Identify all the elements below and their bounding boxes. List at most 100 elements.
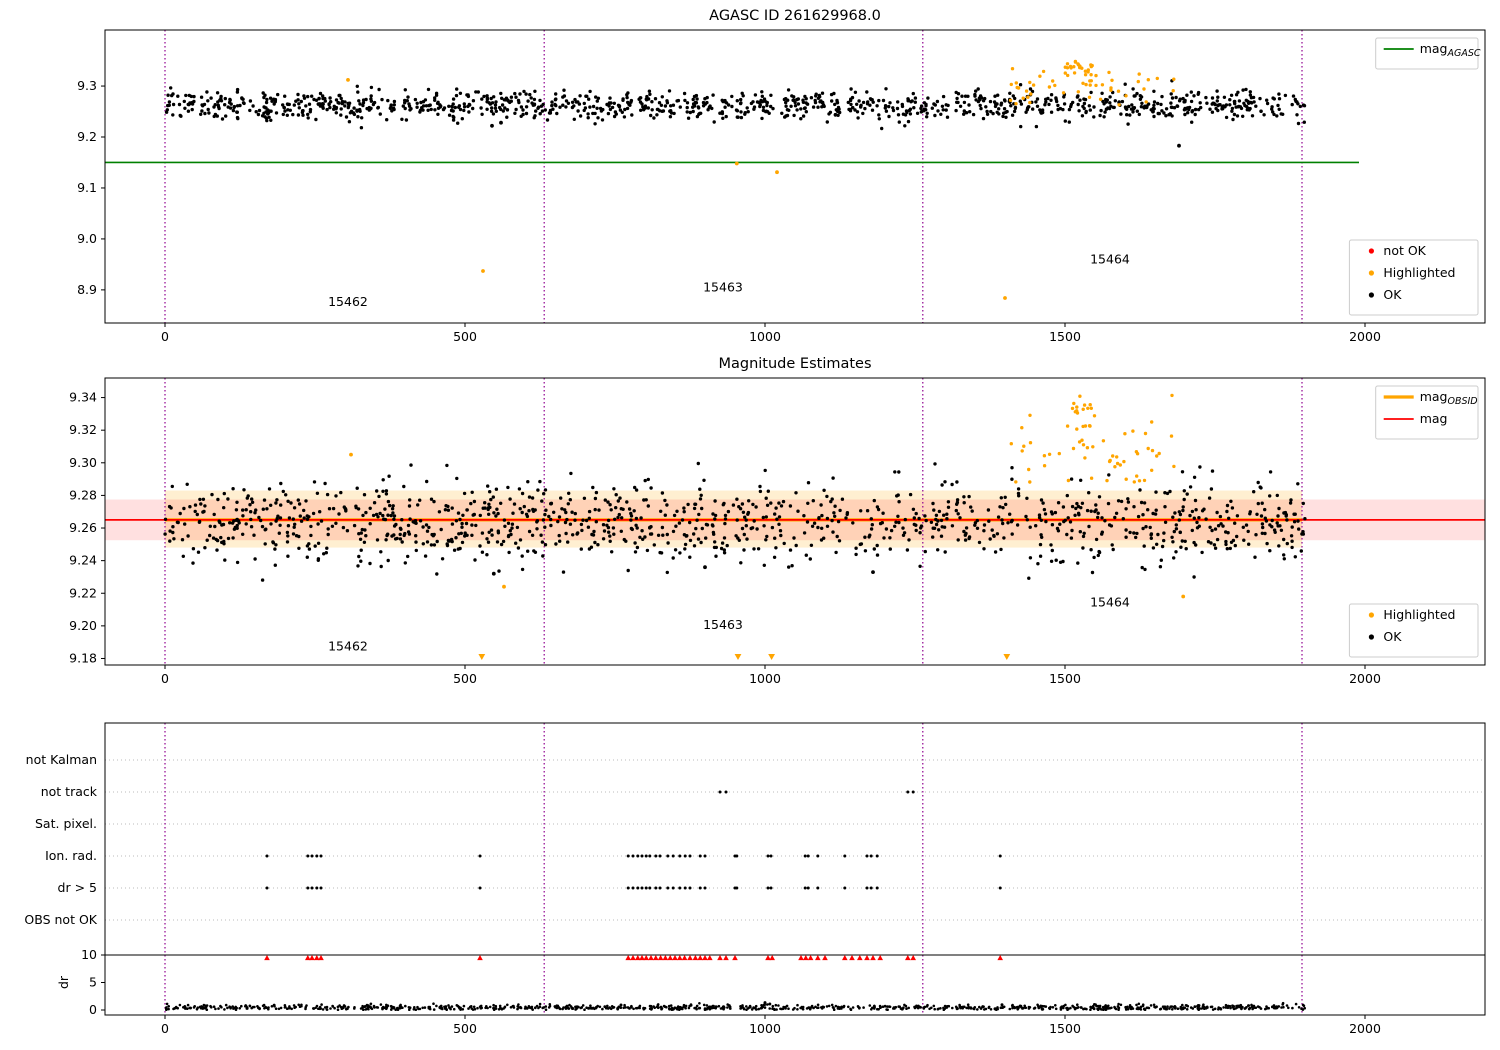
dr-clipped-marker [870,954,876,961]
legend-plot-magnitude-estimates-bottom: Highlighted OK [1348,603,1479,658]
legend-label: magOBSID [1420,389,1478,407]
legend-label: magAGASC [1420,41,1481,59]
plot-title: AGASC ID 261629968.0 [709,8,881,24]
x-tick-label: 0 [161,671,169,686]
x-tick-label: 2000 [1349,329,1381,344]
dr-tick-label: 0 [89,1002,97,1017]
flag-point [703,886,707,890]
flag-point [869,854,873,858]
flag-point [906,790,910,794]
flag-point [631,854,635,858]
dr-clipped-marker [815,954,821,961]
dr-clipped-marker [662,954,669,961]
y-tick-label: 9.2 [77,129,97,144]
y-tick-label: 8.9 [77,282,97,297]
dr-clipped-marker [723,954,729,961]
dr-clipped-marker [997,954,1003,961]
flag-point [315,886,319,890]
x-tick-label: 1500 [1049,329,1081,344]
flag-point [806,886,810,890]
flag-point [319,886,323,890]
dr-clipped-marker [630,954,636,961]
dr-spike-point [619,1003,623,1007]
flag-point [306,854,310,858]
flag-point [644,886,648,890]
flag-point [998,854,1002,858]
dr-clipped-marker [765,954,771,961]
y-tick-label: 9.1 [77,180,97,195]
flag-point [658,886,662,890]
flag-point [640,886,644,890]
flag-point [766,886,770,890]
dr-clipped-marker [732,954,738,961]
flag-point [306,886,310,890]
dr-clipped-marker [672,954,678,961]
clipped-low-marker [478,654,486,661]
flag-point [265,886,269,890]
obsid-label: 15464 [1090,251,1130,266]
ok-band-points [163,461,1307,582]
x-tick-label: 500 [453,671,477,686]
clipped-low-marker [1003,654,1011,661]
legend-key-dot [1368,292,1374,298]
y-tick-label: 9.22 [69,585,97,600]
dr-clipped-marker [807,954,814,961]
dr-spike-point [1000,1003,1004,1007]
highlighted-cluster-points [1008,60,1176,107]
dr-clipped-marker [653,954,659,961]
y-tick-label: 9.18 [69,650,97,665]
outlier-point [346,78,350,82]
outlier-point [734,161,739,166]
highlighted-streak-points [1070,394,1094,447]
dr-clipped-marker [798,954,804,961]
dr-clipped-marker [318,954,324,961]
legend-label: not OK [1383,243,1426,258]
flag-point [911,790,915,794]
y-tick-label: 9.24 [69,553,97,568]
flag-row-label: not track [41,784,98,799]
flag-point [626,886,630,890]
x-tick-label: 500 [453,1021,477,1036]
x-tick-label: 2000 [1349,671,1381,686]
flag-point [843,886,847,890]
flag-row-label: Ion. rad. [45,848,97,863]
flag-point [310,886,314,890]
legend-plot-agasc-id-bottom: not OK Highlighted OK [1348,239,1479,316]
dr-clipped-marker [857,954,863,961]
dr-clipped-marker [648,954,654,961]
flag-point [735,854,739,858]
dr-clipped-marker [910,954,916,961]
obsid-label: 15463 [703,279,743,294]
flag-point [648,886,652,890]
axes-spine [104,377,1486,666]
flag-row-label: dr > 5 [58,880,97,895]
flag-point [315,854,319,858]
dr-spike-point [763,1001,767,1005]
flag-point [769,854,773,858]
dr-clipped-marker [625,954,631,961]
dr-tick-label: 5 [89,975,97,990]
flag-point [998,886,1002,890]
dr-clipped-marker [905,954,911,961]
legend-key-dot [1368,248,1374,254]
y-tick-label: 9.32 [69,422,97,437]
outlier-point [499,120,503,125]
flag-point [636,886,640,890]
dr-clipped-marker [667,954,673,961]
outlier-point [491,571,496,576]
outlier-point [490,123,494,128]
flag-point [265,854,269,858]
flag-point [698,854,702,858]
flag-point [875,886,879,890]
dr-clipped-marker [314,954,320,961]
clipped-low-marker [768,654,775,661]
plot-title: Magnitude Estimates [718,356,871,372]
y-tick-label: 9.30 [69,455,97,470]
ok-band-points [164,79,1307,131]
flag-point [724,790,728,794]
flag-point [843,854,847,858]
flag-point [478,886,482,890]
flag-point [865,854,869,858]
